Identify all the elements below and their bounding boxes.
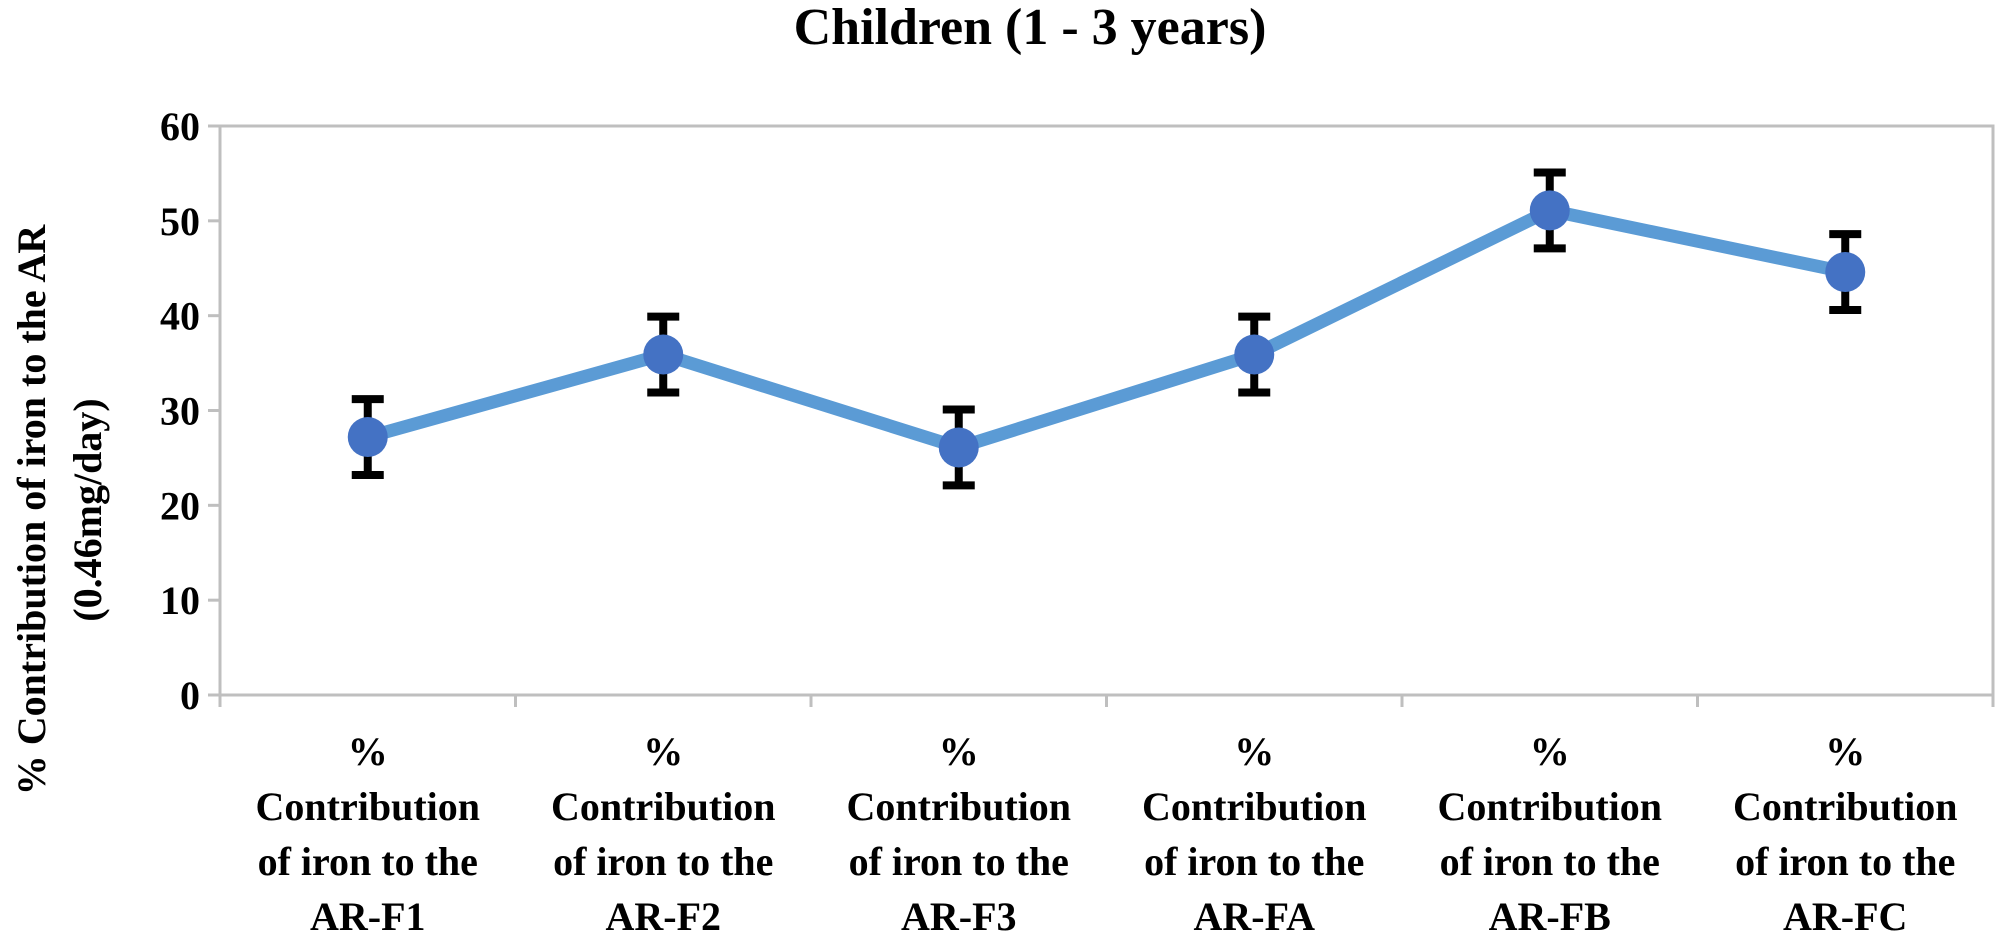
y-tick-label: 40 [160,294,200,339]
y-tick-label: 50 [160,199,200,244]
x-tick-label-4: % Contribution of iron to the AR-FA [1142,729,1367,939]
data-point [347,417,388,458]
data-point [1825,252,1866,293]
x-tick-label-5: % Contribution of iron to the AR-FB [1438,729,1663,939]
x-tick-label-line: AR-F2 [605,894,721,939]
x-tick-label-line: % [643,729,683,774]
x-tick-label-line: AR-FC [1783,894,1907,939]
x-tick-label-line: of iron to the [1735,839,1955,884]
data-point [1529,190,1570,231]
y-tick-label: 0 [180,673,200,718]
x-tick-label-1: % Contribution of iron to the AR-F1 [256,729,481,939]
x-tick-label-line: % [348,729,388,774]
x-tick-label-line: of iron to the [553,839,773,884]
x-tick-label-line: Contribution [1142,784,1367,829]
y-axis-title: % Contribution of iron to the AR (0.46mg… [9,224,110,796]
y-axis-title-line-2: (0.46mg/day) [65,398,110,621]
y-tick-label: 30 [160,389,200,434]
x-tick-label-line: % [1530,729,1570,774]
x-tick-label-line: AR-F3 [901,894,1017,939]
x-tick-label-line: of iron to the [1440,839,1660,884]
x-tick-label-6: % Contribution of iron to the AR-FC [1733,729,1958,939]
x-tick-label-line: % [1234,729,1274,774]
x-tick-label-line: % [939,729,979,774]
y-tick-label: 60 [160,104,200,149]
data-point [643,334,684,375]
y-axis-title-line-1: % Contribution of iron to the AR [9,224,54,796]
x-tick-label-line: of iron to the [258,839,478,884]
x-tick-label-line: Contribution [1733,784,1958,829]
x-tick-label-line: AR-F1 [310,894,426,939]
x-tick-label-line: Contribution [551,784,776,829]
x-tick-label-2: % Contribution of iron to the AR-F2 [551,729,776,939]
x-tick-label-line: AR-FB [1489,894,1611,939]
series-line [361,203,1852,454]
x-tick-label-line: Contribution [256,784,481,829]
y-tick-label: 10 [160,578,200,623]
data-point [938,427,979,468]
x-tick-label-line: of iron to the [1144,839,1364,884]
x-tick-label-line: of iron to the [849,839,1069,884]
chart-title: Children (1 - 3 years) [794,0,1267,56]
plot-area: 0 10 20 30 40 50 60% Contribution of iron to the… [160,104,1995,939]
x-tick-label-line: Contribution [847,784,1072,829]
x-tick-label-3: % Contribution of iron to the AR-F3 [847,729,1072,939]
x-tick-label-line: Contribution [1438,784,1663,829]
data-point [1234,334,1275,375]
x-tick-label-line: % [1825,729,1865,774]
x-tick-label-line: AR-FA [1194,894,1316,939]
y-tick-label: 20 [160,483,200,528]
